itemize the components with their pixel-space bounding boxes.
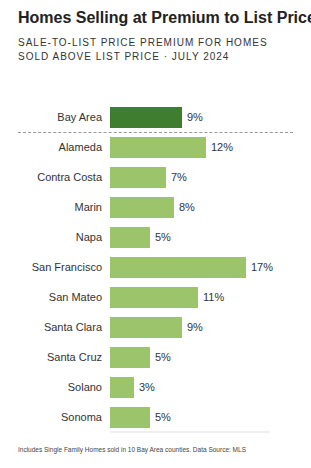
svg-text:3%: 3%: [139, 381, 155, 393]
svg-text:11%: 11%: [203, 291, 224, 303]
svg-text:Contra Costa: Contra Costa: [37, 171, 103, 183]
html-text:Includes Single Family Homes s: Includes Single Family Homes sold in 10 …: [18, 446, 246, 453]
svg-text:Bay Area: Bay Area: [57, 111, 103, 123]
svg-text:Alameda: Alameda: [59, 141, 103, 153]
svg-text:5%: 5%: [155, 351, 171, 363]
svg-text:12%: 12%: [211, 141, 233, 153]
svg-text:Sonoma: Sonoma: [61, 411, 103, 423]
svg-text:7%: 7%: [171, 171, 187, 183]
svg-text:Marin: Marin: [74, 201, 102, 213]
svg-text:5%: 5%: [155, 411, 171, 423]
svg-text:Santa Cruz: Santa Cruz: [47, 351, 102, 363]
svg-text:Napa: Napa: [76, 231, 103, 243]
svg-text:9%: 9%: [187, 111, 203, 123]
html-text:SALE-TO-LIST PRICE PREMIUM FOR: SALE-TO-LIST PRICE PREMIUM FOR HOMES SOL…: [18, 37, 268, 62]
svg-text:San Mateo: San Mateo: [49, 291, 102, 303]
svg-text:Santa Clara: Santa Clara: [44, 321, 103, 333]
svg-text:17%: 17%: [251, 261, 273, 273]
svg-text:San Francisco: San Francisco: [32, 261, 102, 273]
svg-text:8%: 8%: [179, 201, 195, 213]
svg-text:9%: 9%: [187, 321, 203, 333]
svg-text:5%: 5%: [155, 231, 171, 243]
svg-text:Solano: Solano: [68, 381, 102, 393]
